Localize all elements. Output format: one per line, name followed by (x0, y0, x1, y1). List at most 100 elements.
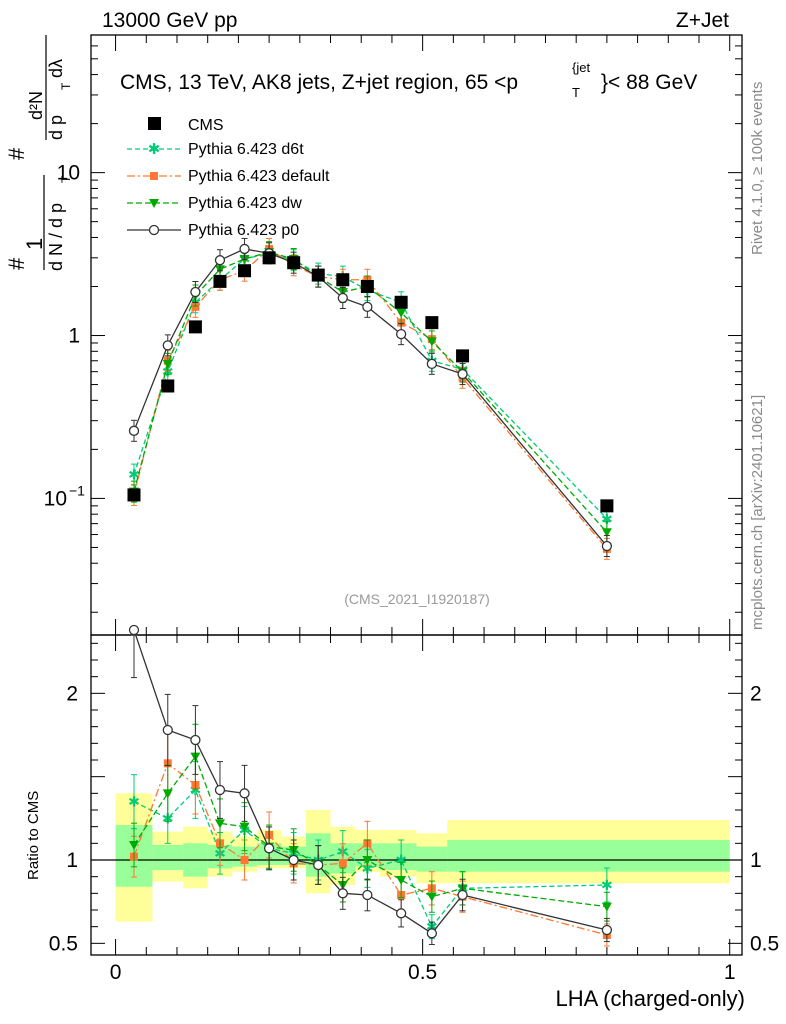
x-tick-label: 0 (110, 961, 122, 984)
point-p0 (128, 425, 140, 436)
ylabel-den: d N / d p (46, 203, 66, 271)
point-p0 (214, 255, 226, 266)
header-left: 13000 GeV pp (102, 9, 237, 32)
x-tick-label: 1 (724, 961, 736, 984)
ratio-point-p0 (313, 859, 324, 871)
y-tick-label-main-exp: −1 (69, 482, 85, 498)
ratio-point-p0 (128, 624, 140, 636)
legend: CMS ✱ Pythia 6.423 d6t Pythia 6.423 defa… (127, 117, 330, 239)
point-cms (336, 273, 350, 287)
point-dw (601, 528, 612, 538)
legend-item-p0: Pythia 6.423 p0 (127, 222, 299, 239)
point-p0 (395, 328, 407, 340)
ratio-line-default (133, 762, 608, 936)
point-cms (394, 295, 408, 309)
ratio-y-tick-label-left: 1 (66, 849, 78, 872)
x-tick-label: 0.5 (408, 961, 437, 984)
ylabel-tail: dλ (46, 59, 66, 78)
ratio-y-tick-label-right: 1 (750, 849, 762, 872)
ylabel-hash-2: # (4, 147, 29, 160)
band-inner-bin (152, 845, 184, 870)
legend-item-d6t: ✱ Pythia 6.423 d6t (127, 141, 304, 158)
ratio-point-p0 (457, 889, 468, 901)
point-dw (396, 308, 407, 318)
point-cms (287, 256, 301, 270)
point-cms (238, 264, 252, 278)
series-line-d6t (133, 252, 608, 520)
ylabel-hash-1: # (4, 257, 29, 270)
ylabel-den2: d p (46, 115, 66, 140)
ratio-point-p0 (337, 888, 348, 899)
point-p0 (239, 243, 250, 255)
ratio-line-d6t (133, 788, 607, 928)
ratio-frame (90, 634, 743, 956)
ratio-point-d6t: ✱ (128, 794, 140, 810)
point-p0 (457, 368, 468, 380)
ratio-point-p0 (190, 734, 201, 746)
series-line-p0 (133, 248, 608, 547)
ratio-y-axis-label: Ratio to CMS (25, 791, 42, 880)
analysis-id: (CMS_2021_I1920187) (344, 591, 490, 607)
point-cms (161, 379, 175, 393)
point-d6t: ✱ (128, 467, 140, 483)
ratio-point-p0 (601, 924, 613, 936)
ratio-point-p0 (426, 928, 438, 939)
point-cms (262, 251, 276, 265)
ratio-point-default (338, 859, 347, 868)
y-tick-label-main: 1 (68, 325, 80, 348)
ratio-point-p0 (395, 908, 407, 919)
main-y-axis-label: # 1 d N / d p T # d²N d p T dλ (4, 35, 73, 271)
ratio-y-tick-label-left: 2 (66, 682, 78, 705)
title-sup-jet: {jet (572, 60, 590, 75)
ratio-point-dw (426, 892, 437, 902)
point-p0 (190, 286, 201, 298)
legend-item-default: Pythia 6.423 default (127, 168, 330, 185)
point-cms (456, 349, 470, 363)
mcplots-label: mcplots.cern.ch [arXiv:2401.10621] (749, 395, 766, 630)
legend-label-dw: Pythia 6.423 dw (188, 195, 302, 212)
ratio-point-p0 (162, 724, 173, 736)
ylabel-den2-sub: T (59, 82, 73, 90)
ratio-point-dw (396, 876, 407, 885)
ratio-point-dw (601, 902, 612, 912)
legend-label-p0: Pythia 6.423 p0 (188, 222, 299, 239)
x-axis-label: LHA (charged-only) (555, 986, 745, 1011)
point-default (191, 302, 200, 311)
title-suffix: }< 88 GeV (601, 71, 697, 94)
point-cms (188, 320, 202, 334)
ratio-point-dw (214, 819, 225, 829)
ratio-point-d6t: ✱ (601, 877, 613, 893)
ratio-y-tick-label-left: 0.5 (49, 932, 78, 955)
point-cms (127, 488, 141, 502)
band-inner-bin (416, 846, 448, 872)
point-dw (162, 359, 173, 369)
ratio-point-dw (128, 841, 139, 850)
ratio-line-dw (133, 755, 607, 908)
point-cms (213, 274, 227, 288)
legend-marker-d6t: ✱ (148, 141, 161, 158)
band-inner-bin (484, 840, 730, 872)
ratio-point-p0 (263, 843, 275, 854)
point-dw (426, 337, 437, 347)
point-cms (425, 316, 439, 330)
point-p0 (601, 540, 613, 552)
ratio-y-tick-label-right: 2 (750, 682, 762, 705)
ratio-point-p0 (239, 788, 250, 799)
ratio-point-p0 (362, 889, 373, 901)
legend-label-default: Pythia 6.423 default (188, 168, 330, 185)
ratio-point-dw (239, 822, 250, 832)
ratio-point-p0 (288, 854, 299, 866)
title-sub-T: T (572, 85, 580, 100)
point-cms (311, 268, 325, 282)
ratio-point-dw (162, 789, 173, 799)
band-inner-bin (447, 840, 485, 872)
chart-title: CMS, 13 TeV, AK8 jets, Z+jet region, 65 … (120, 71, 518, 94)
y-tick-label-main: 10 (57, 162, 80, 185)
point-p0 (337, 292, 348, 304)
band-inner-bin (379, 843, 417, 870)
legend-label-d6t: Pythia 6.423 d6t (188, 141, 304, 158)
ylabel-den-sub: T (59, 175, 73, 183)
